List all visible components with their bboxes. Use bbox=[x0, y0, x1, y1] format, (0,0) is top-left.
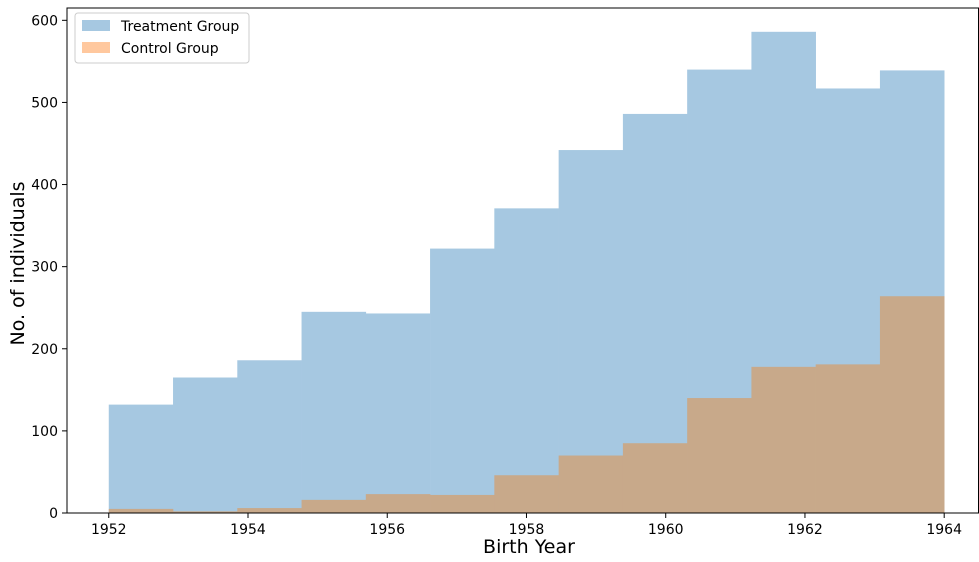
bar-treatment bbox=[365, 313, 431, 513]
bar-control bbox=[301, 499, 367, 513]
legend-swatch-treatment bbox=[82, 20, 110, 31]
control-bars bbox=[108, 296, 945, 513]
bar-treatment bbox=[173, 377, 238, 513]
y-tick-label: 400 bbox=[31, 178, 58, 194]
bar-control bbox=[751, 366, 816, 513]
x-tick-label: 1958 bbox=[509, 522, 545, 538]
bar-control bbox=[430, 494, 495, 513]
y-tick-label: 300 bbox=[31, 260, 58, 276]
bar-control bbox=[879, 296, 945, 513]
bar-control bbox=[494, 475, 559, 513]
y-tick-label: 100 bbox=[31, 424, 58, 440]
bar-treatment bbox=[494, 208, 559, 513]
legend-label-control: Control Group bbox=[121, 41, 219, 57]
bar-treatment bbox=[430, 248, 495, 513]
bar-treatment bbox=[301, 311, 367, 513]
x-tick-label: 1962 bbox=[787, 522, 823, 538]
y-tick-label: 600 bbox=[31, 13, 58, 29]
bar-control bbox=[108, 508, 174, 513]
y-axis-ticks: 0 100 200 300 400 500 600 bbox=[31, 13, 67, 522]
legend: Treatment Group Control Group bbox=[74, 12, 250, 64]
legend-box bbox=[74, 12, 250, 64]
x-axis-ticks: 1952 1954 1956 1958 1960 1962 1964 bbox=[91, 513, 962, 538]
y-axis-title: No. of individuals bbox=[7, 181, 29, 345]
x-tick-label: 1952 bbox=[91, 522, 127, 538]
legend-swatch-control bbox=[82, 42, 110, 53]
y-tick-label: 500 bbox=[31, 95, 58, 111]
bar-control bbox=[687, 398, 752, 513]
bar-treatment bbox=[237, 360, 302, 513]
bar-control bbox=[558, 455, 624, 513]
legend-label-treatment: Treatment Group bbox=[120, 19, 239, 35]
y-tick-label: 200 bbox=[31, 342, 58, 358]
bar-treatment bbox=[108, 404, 174, 513]
bar-control bbox=[815, 364, 881, 513]
x-tick-label: 1964 bbox=[926, 522, 962, 538]
y-tick-label: 0 bbox=[49, 506, 58, 522]
bar-treatment bbox=[558, 150, 624, 513]
x-tick-label: 1960 bbox=[648, 522, 684, 538]
bar-control bbox=[365, 494, 431, 513]
x-tick-label: 1956 bbox=[369, 522, 405, 538]
bar-control bbox=[622, 443, 688, 513]
x-tick-label: 1954 bbox=[230, 522, 266, 538]
bar-control bbox=[173, 511, 238, 513]
x-axis-title: Birth Year bbox=[483, 536, 575, 558]
bar-control bbox=[237, 508, 302, 513]
